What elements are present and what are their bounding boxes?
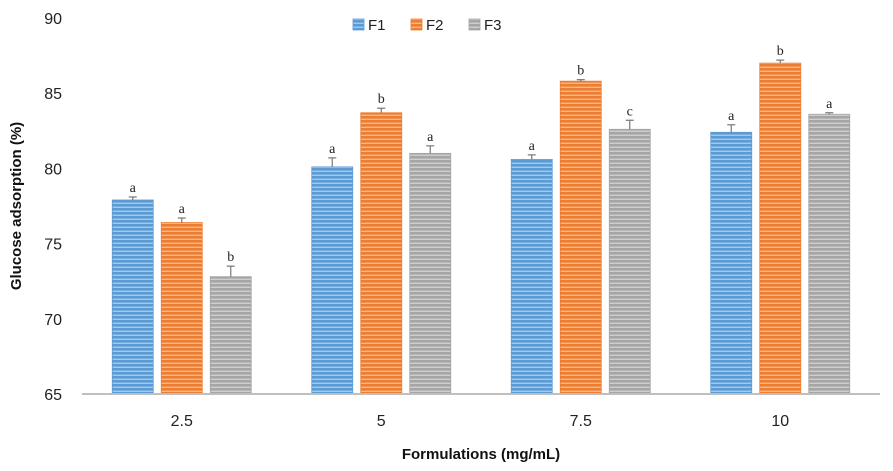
- bar-f2: [559, 80, 602, 395]
- x-tick-label: 5: [377, 413, 386, 430]
- bar-f2: [360, 112, 403, 395]
- significance-labels-layer: a a b a b a a b c a b a: [130, 44, 834, 265]
- legend-label-f2: F2: [426, 17, 444, 34]
- bar-f3: [409, 152, 452, 395]
- bars-layer: [111, 62, 851, 395]
- y-tick-label: 75: [44, 237, 62, 254]
- significance-label: a: [728, 109, 735, 124]
- y-tick-label: 65: [44, 387, 62, 404]
- bar-f2: [160, 222, 203, 395]
- x-tick-label: 7.5: [570, 413, 592, 430]
- significance-label: b: [777, 44, 784, 59]
- significance-label: a: [329, 142, 336, 157]
- significance-label: a: [826, 97, 833, 112]
- legend-swatch-f2: [410, 18, 423, 31]
- significance-label: b: [378, 92, 385, 107]
- y-axis-title: Glucose adsorption (%): [8, 122, 25, 290]
- legend-swatch-f1: [352, 18, 365, 31]
- y-tick-label: 90: [44, 11, 62, 28]
- legend-label-f3: F3: [484, 17, 502, 34]
- significance-label: b: [227, 250, 234, 265]
- bar-f3: [608, 128, 651, 395]
- legend-label-f1: F1: [368, 17, 386, 34]
- x-axis-title: Formulations (mg/mL): [402, 446, 560, 463]
- bar-f1: [710, 131, 753, 395]
- significance-label: a: [427, 130, 434, 145]
- y-tick-label: 80: [44, 161, 62, 178]
- significance-label: a: [529, 139, 536, 154]
- significance-label: a: [130, 181, 137, 196]
- x-axis-ticks: 2.5 5 7.5 10: [171, 413, 790, 430]
- bar-f1: [311, 166, 354, 395]
- significance-label: c: [627, 104, 633, 119]
- significance-label: b: [577, 64, 584, 79]
- y-axis-ticks: 65 70 75 80 85 90: [44, 11, 62, 404]
- bar-f2: [759, 62, 802, 395]
- bar-f1: [510, 158, 553, 395]
- y-tick-label: 70: [44, 312, 62, 329]
- bar-f3: [209, 276, 252, 395]
- significance-label: a: [179, 202, 186, 217]
- bar-f3: [808, 113, 851, 395]
- legend-swatch-f3: [468, 18, 481, 31]
- x-tick-label: 10: [771, 413, 789, 430]
- y-tick-label: 85: [44, 86, 62, 103]
- bar-f1: [111, 199, 154, 395]
- error-bars-layer: [128, 59, 834, 277]
- x-tick-label: 2.5: [171, 413, 193, 430]
- legend: F1 F2 F3: [352, 17, 502, 34]
